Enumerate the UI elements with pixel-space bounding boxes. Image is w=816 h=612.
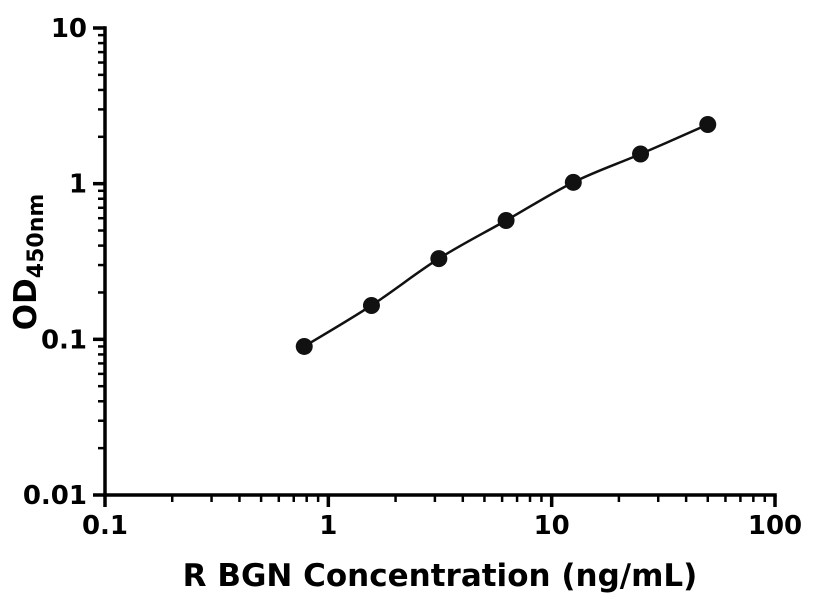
data-point [295, 337, 313, 355]
data-point [430, 250, 448, 268]
x-axis-title: R BGN Concentration (ng/mL) [183, 558, 698, 594]
data-point [362, 296, 380, 314]
y-tick-label: 1 [69, 170, 87, 200]
y-axis-title-subscript: 450nm [24, 194, 49, 279]
x-tick-label: 1 [319, 511, 337, 541]
tick-layer [93, 26, 777, 507]
data-point [632, 145, 650, 163]
y-tick-label: 10 [51, 14, 87, 44]
y-tick-label: 0.01 [23, 481, 87, 511]
y-tick-label: 0.1 [41, 325, 87, 355]
data-point [699, 115, 717, 133]
data-point [564, 173, 582, 191]
series-layer [295, 115, 717, 355]
x-tick-label: 0.1 [82, 511, 128, 541]
x-tick-label: 10 [534, 511, 570, 541]
y-axis-title-main: OD [8, 278, 44, 330]
data-point [497, 211, 515, 229]
x-tick-label: 100 [748, 511, 802, 541]
y-axis-title: OD450nm [8, 194, 49, 331]
